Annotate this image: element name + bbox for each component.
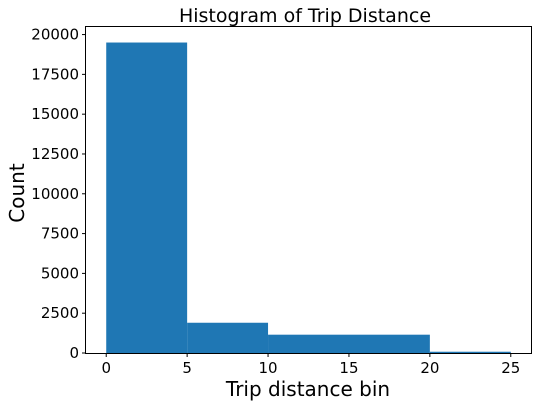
y-tick-label: 2500 bbox=[41, 304, 79, 322]
y-tick-label: 7500 bbox=[41, 225, 79, 243]
x-tick-label: 0 bbox=[101, 359, 111, 377]
x-tick-label: 15 bbox=[339, 359, 358, 377]
plot-frame bbox=[85, 26, 532, 354]
y-axis-label: Count bbox=[5, 163, 29, 223]
y-tick-label: 20000 bbox=[31, 26, 79, 44]
y-axis-ticks: 0 2500 5000 7500 10000 12500 15000 17500 20000 bbox=[31, 26, 86, 362]
histogram-bar-2 bbox=[268, 334, 430, 353]
y-tick-label: 12500 bbox=[31, 145, 79, 163]
y-tick-label: 0 bbox=[69, 344, 79, 362]
x-tick-label: 25 bbox=[501, 359, 520, 377]
x-tick-label: 20 bbox=[420, 359, 439, 377]
y-tick-label: 17500 bbox=[31, 65, 79, 83]
y-tick-label: 10000 bbox=[31, 185, 79, 203]
bars-layer bbox=[106, 42, 511, 354]
y-tick-label: 5000 bbox=[41, 264, 79, 282]
chart-title: Histogram of Trip Distance bbox=[179, 5, 431, 27]
y-tick-label: 15000 bbox=[31, 105, 79, 123]
x-axis-label: Trip distance bin bbox=[225, 377, 390, 401]
histogram-bar-0 bbox=[106, 42, 188, 354]
histogram-bar-1 bbox=[187, 322, 269, 353]
x-tick-label: 5 bbox=[182, 359, 192, 377]
x-axis-ticks: 0 5 10 15 20 25 bbox=[101, 353, 520, 377]
histogram-bar-3 bbox=[429, 351, 511, 353]
x-tick-label: 10 bbox=[258, 359, 277, 377]
